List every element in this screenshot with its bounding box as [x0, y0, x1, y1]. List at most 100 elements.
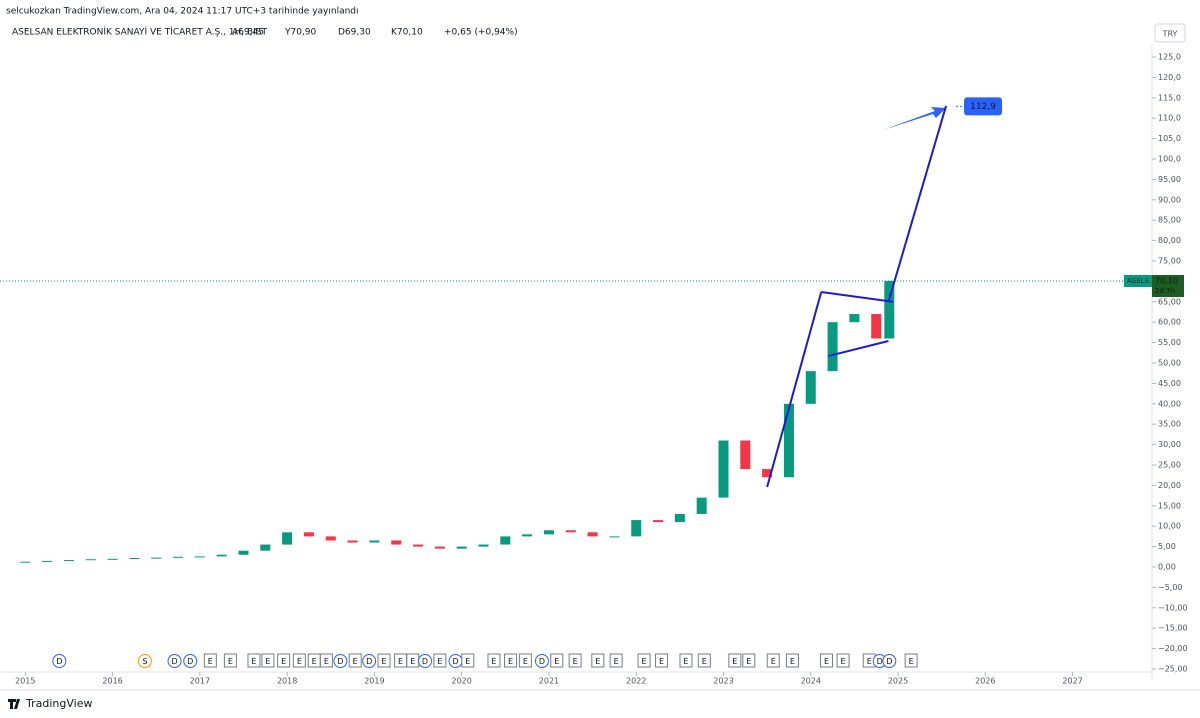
event-marker[interactable]: [223, 653, 237, 668]
y-tick-label: −15,00: [1158, 624, 1188, 633]
event-marker[interactable]: [292, 653, 306, 668]
event-label[interactable]: E: [771, 657, 776, 666]
event-marker[interactable]: [348, 653, 362, 668]
candle: [63, 560, 74, 562]
event-label[interactable]: E: [312, 657, 317, 666]
event-label[interactable]: E: [867, 657, 872, 666]
event-marker[interactable]: [504, 653, 518, 668]
event-label[interactable]: E: [251, 657, 256, 666]
event-marker[interactable]: [697, 653, 711, 668]
y-tick-label: 55,00: [1158, 338, 1181, 347]
candle: [696, 497, 707, 514]
event-label[interactable]: E: [573, 657, 578, 666]
event-label[interactable]: E: [683, 657, 688, 666]
event-marker[interactable]: [785, 653, 799, 668]
event-marker[interactable]: [261, 653, 275, 668]
event-label[interactable]: E: [410, 657, 415, 666]
event-marker[interactable]: [433, 653, 447, 668]
x-tick-label: 2027: [1062, 677, 1082, 686]
event-label[interactable]: E: [523, 657, 528, 666]
x-tick-label: 2016: [102, 677, 122, 686]
event-label[interactable]: E: [281, 657, 286, 666]
event-marker[interactable]: [591, 653, 605, 668]
event-marker[interactable]: [819, 653, 833, 668]
target-box: [964, 97, 1003, 116]
trend-line: [821, 291, 893, 303]
event-label[interactable]: E: [732, 657, 737, 666]
event-label[interactable]: D: [422, 657, 428, 666]
event-marker[interactable]: [836, 653, 850, 668]
event-marker[interactable]: [679, 653, 693, 668]
event-marker[interactable]: [766, 653, 780, 668]
candle: [238, 550, 249, 555]
candle: [500, 536, 511, 545]
event-label[interactable]: E: [614, 657, 619, 666]
event-label[interactable]: E: [297, 657, 302, 666]
event-marker[interactable]: [183, 654, 198, 668]
event-marker[interactable]: [742, 653, 756, 668]
event-label[interactable]: E: [508, 657, 513, 666]
event-label[interactable]: E: [702, 657, 707, 666]
event-label[interactable]: D: [171, 657, 177, 666]
event-label[interactable]: E: [790, 657, 795, 666]
event-marker[interactable]: [568, 653, 582, 668]
event-label[interactable]: E: [595, 657, 600, 666]
event-marker[interactable]: [882, 654, 897, 668]
event-label[interactable]: D: [877, 657, 883, 666]
event-label[interactable]: E: [841, 657, 846, 666]
event-label[interactable]: E: [353, 657, 358, 666]
event-label[interactable]: E: [265, 657, 270, 666]
currency[interactable]: TRY: [1162, 30, 1178, 39]
event-marker[interactable]: [333, 654, 348, 668]
event-marker[interactable]: [137, 654, 152, 668]
event-label[interactable]: E: [746, 657, 751, 666]
candle: [20, 561, 31, 563]
candle: [85, 559, 96, 561]
event-label[interactable]: E: [381, 657, 386, 666]
event-marker[interactable]: [319, 653, 333, 668]
y-tick-label: 15,00: [1158, 501, 1181, 510]
y-tick-label: 80,00: [1158, 236, 1181, 245]
event-label[interactable]: E: [909, 657, 914, 666]
event-marker[interactable]: [655, 653, 669, 668]
event-label[interactable]: D: [539, 657, 545, 666]
event-label[interactable]: D: [452, 657, 458, 666]
event-label[interactable]: E: [465, 657, 470, 666]
event-marker[interactable]: [487, 653, 501, 668]
event-label[interactable]: E: [324, 657, 329, 666]
event-marker[interactable]: [534, 654, 549, 668]
event-marker[interactable]: [418, 654, 433, 668]
event-marker[interactable]: [550, 653, 564, 668]
event-label[interactable]: D: [366, 657, 372, 666]
event-label[interactable]: E: [554, 657, 559, 666]
event-label[interactable]: D: [337, 657, 343, 666]
currency-box[interactable]: [1154, 23, 1186, 43]
event-label[interactable]: E: [208, 657, 213, 666]
event-label[interactable]: E: [659, 657, 664, 666]
event-label[interactable]: E: [437, 657, 442, 666]
x-tick-label: 2021: [539, 677, 559, 686]
event-label[interactable]: D: [187, 657, 193, 666]
event-marker[interactable]: [609, 653, 623, 668]
event-marker[interactable]: [637, 653, 651, 668]
event-marker[interactable]: [203, 653, 217, 668]
event-marker[interactable]: [518, 653, 532, 668]
event-label[interactable]: D: [56, 657, 62, 666]
event-label[interactable]: E: [824, 657, 829, 666]
event-marker[interactable]: [52, 654, 67, 668]
event-label[interactable]: E: [642, 657, 647, 666]
event-marker[interactable]: [247, 653, 261, 668]
event-label[interactable]: E: [228, 657, 233, 666]
event-label[interactable]: E: [491, 657, 496, 666]
candle: [849, 314, 860, 323]
event-label[interactable]: S: [142, 657, 147, 666]
event-marker[interactable]: [377, 653, 391, 668]
event-marker[interactable]: [904, 653, 918, 668]
event-marker[interactable]: [461, 653, 475, 668]
event-marker[interactable]: [728, 653, 742, 668]
event-marker[interactable]: [277, 653, 291, 668]
event-label[interactable]: D: [886, 657, 892, 666]
event-marker[interactable]: [167, 654, 182, 668]
event-marker[interactable]: [362, 654, 377, 668]
event-label[interactable]: E: [398, 657, 403, 666]
